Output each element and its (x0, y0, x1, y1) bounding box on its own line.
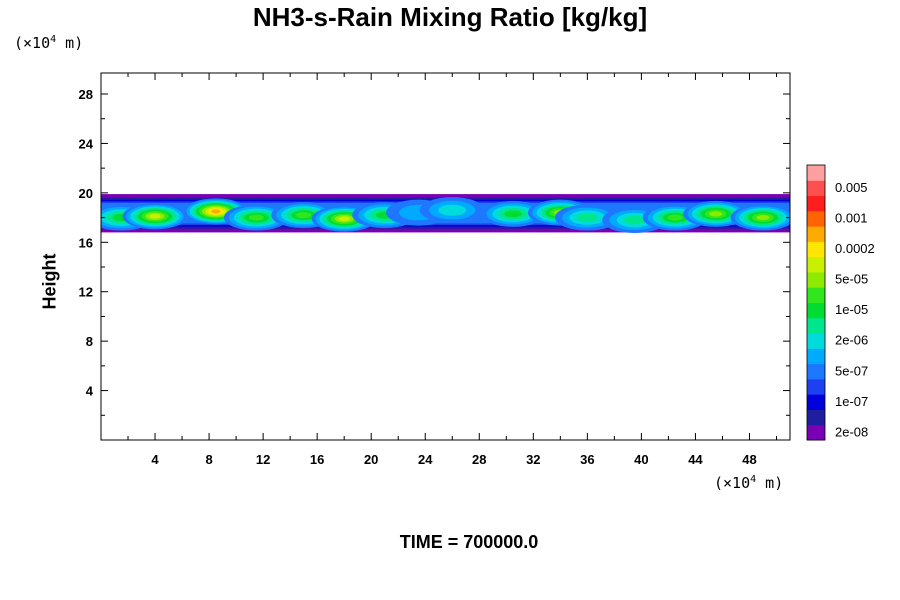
colorbar: 2e-08 1e-07 5e-07 2e-06 1e-05 5e-05 0.0002 0.00… (806, 164, 875, 441)
colorbar-swatch (807, 195, 825, 212)
colorbar-swatch (807, 241, 825, 258)
y-tick-label: 16 (79, 235, 93, 250)
x-axis: 4 8 12 16 20 24 28 32 36 40 44 48 (127, 73, 777, 467)
x-tick-label: 44 (688, 452, 703, 467)
x-tick-label: 20 (364, 452, 378, 467)
colorbar-swatch (807, 256, 825, 273)
colorbar-frame (806, 164, 826, 441)
y-axis-unit: (×104 m) (14, 34, 84, 52)
cloud-clump (576, 213, 599, 222)
colorbar-swatch (807, 333, 825, 349)
cloud-clump (248, 214, 264, 221)
cloud-clump (296, 212, 312, 219)
x-axis-unit: (×104 m) (714, 474, 784, 492)
x-tick-label: 36 (580, 452, 594, 467)
colorbar-label: 5e-07 (835, 363, 868, 378)
colorbar-swatch (807, 378, 825, 395)
colorbar-label: 0.0002 (835, 241, 875, 256)
colorbar-swatch (807, 287, 825, 303)
colorbar-label: 2e-08 (835, 424, 868, 439)
colorbar-swatch (807, 210, 825, 227)
colorbar-swatch (807, 348, 825, 365)
y-tick-label: 8 (86, 334, 93, 349)
x-tick-label: 28 (472, 452, 486, 467)
cloud-clump (211, 209, 221, 214)
colorbar-swatch (807, 271, 825, 288)
cloud-clump (438, 204, 467, 216)
cloud-clump (709, 211, 723, 217)
colorbar-swatch (807, 180, 825, 197)
colorbar-swatch (807, 409, 825, 426)
chart-title: NH3-s-Rain Mixing Ratio [kg/kg] (252, 2, 648, 32)
y-tick-label: 20 (79, 186, 93, 201)
y-axis: 4 8 12 16 20 24 28 (79, 87, 790, 416)
colorbar-swatch (807, 317, 825, 334)
colorbar-label: 1e-05 (835, 302, 868, 317)
cloud-clump (504, 210, 522, 218)
y-tick-label: 12 (79, 285, 93, 300)
colorbar-swatch (807, 363, 825, 380)
x-tick-label: 40 (634, 452, 648, 467)
x-tick-label: 24 (418, 452, 433, 467)
x-tick-label: 48 (742, 452, 756, 467)
cloud-band (101, 194, 790, 234)
cloud-clump (667, 214, 683, 221)
colorbar-label: 5e-05 (835, 272, 868, 287)
colorbar-swatch (807, 424, 825, 441)
plot-frame (100, 72, 791, 441)
colorbar-label: 0.005 (835, 180, 868, 195)
x-tick-label: 4 (151, 452, 159, 467)
x-tick-label: 12 (256, 452, 270, 467)
colorbar-swatch (807, 165, 825, 181)
colorbar-swatch (807, 394, 825, 410)
colorbar-swatch (807, 302, 825, 319)
y-tick-label: 28 (79, 87, 93, 102)
cloud-clump (756, 214, 770, 221)
colorbar-label: 2e-06 (835, 333, 868, 348)
x-tick-label: 16 (310, 452, 324, 467)
x-tick-label: 32 (526, 452, 540, 467)
cloud-clump (623, 215, 646, 225)
cloud-clump (149, 214, 161, 219)
y-tick-label: 24 (79, 136, 94, 151)
cloud-clump (338, 216, 350, 222)
colorbar-swatch (807, 226, 825, 242)
colorbar-label: 1e-07 (835, 394, 868, 409)
x-tick-label: 8 (205, 452, 212, 467)
time-label: TIME = 700000.0 (399, 532, 539, 552)
colorbar-label: 0.001 (835, 210, 868, 225)
y-tick-label: 4 (86, 384, 94, 399)
